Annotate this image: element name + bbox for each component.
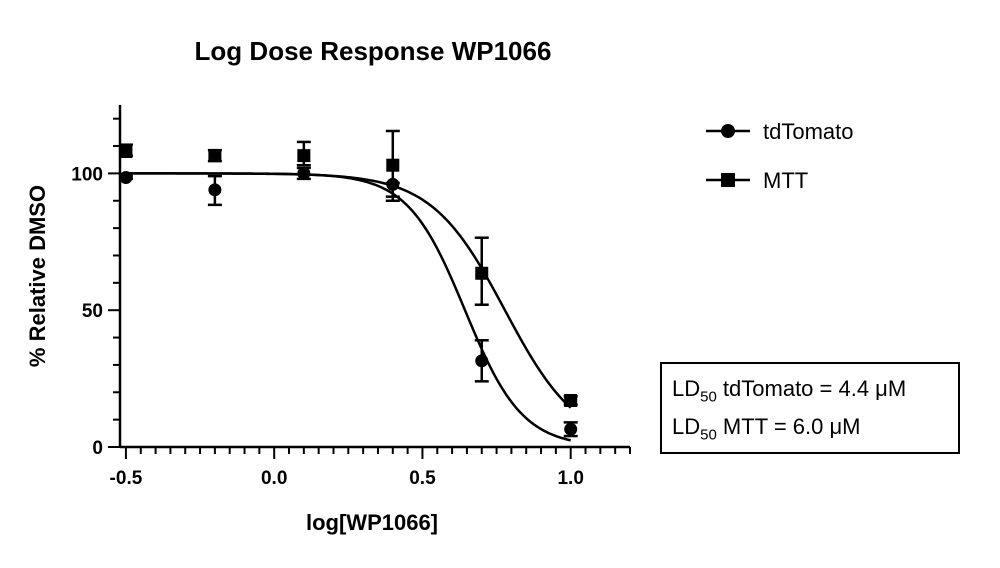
ld50-prefix: LD <box>672 414 701 439</box>
data-point-mtt <box>208 149 222 163</box>
y-axis-label: % Relative DMSO <box>25 185 50 367</box>
ld50-mtt-note: LD50 MTT = 6.0 μM <box>672 414 861 443</box>
ld50-subscript: 50 <box>700 388 717 406</box>
x-tick-label: -0.5 <box>110 468 143 489</box>
data-point-tdtomato <box>297 166 311 180</box>
data-point-mtt <box>475 266 489 280</box>
y-tick-label: 50 <box>82 301 103 322</box>
x-tick-label: 0.0 <box>261 468 287 489</box>
legend-marker-square <box>721 173 735 187</box>
data-point-mtt <box>386 158 400 172</box>
data-point-mtt <box>564 393 578 407</box>
fit-curve-mtt <box>125 172 572 409</box>
data-point-tdtomato <box>119 171 133 185</box>
data-point-mtt <box>297 149 311 163</box>
data-point-tdtomato <box>208 183 222 197</box>
ld50-prefix: LD <box>672 376 701 401</box>
legend: tdTomato MTT <box>706 119 854 193</box>
x-tick-label: 1.0 <box>557 468 583 489</box>
legend-marker-circle <box>721 124 735 138</box>
x-axis-label: log[WP1066] <box>306 510 438 535</box>
ld50-tdtomato-text: tdTomato = 4.4 μM <box>716 376 907 401</box>
chart-title: Log Dose Response WP1066 <box>195 36 552 66</box>
plot-area: -0.5 0.0 0.5 1.0 0 50 100 <box>71 105 631 489</box>
data-point-tdtomato <box>475 354 489 368</box>
ld50-tdtomato-note: LD50 tdTomato = 4.4 μM <box>672 376 906 405</box>
legend-label-mtt: MTT <box>763 168 808 193</box>
x-tick-label: 0.5 <box>409 468 436 489</box>
legend-label-tdtomato: tdTomato <box>763 119 854 144</box>
data-point-tdtomato <box>564 422 578 436</box>
data-point-mtt <box>119 145 133 159</box>
ld50-annotation-box: LD50 tdTomato = 4.4 μM LD50 MTT = 6.0 μM <box>660 362 960 454</box>
y-tick-label: 100 <box>71 164 103 185</box>
ld50-mtt-text: MTT = 6.0 μM <box>716 414 861 439</box>
ld50-subscript: 50 <box>700 426 717 444</box>
y-tick-label: 0 <box>92 438 103 459</box>
